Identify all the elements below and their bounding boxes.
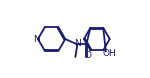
Text: N: N — [74, 39, 81, 48]
Text: N: N — [33, 34, 40, 44]
Text: O: O — [84, 51, 91, 60]
Text: OH: OH — [102, 49, 116, 58]
